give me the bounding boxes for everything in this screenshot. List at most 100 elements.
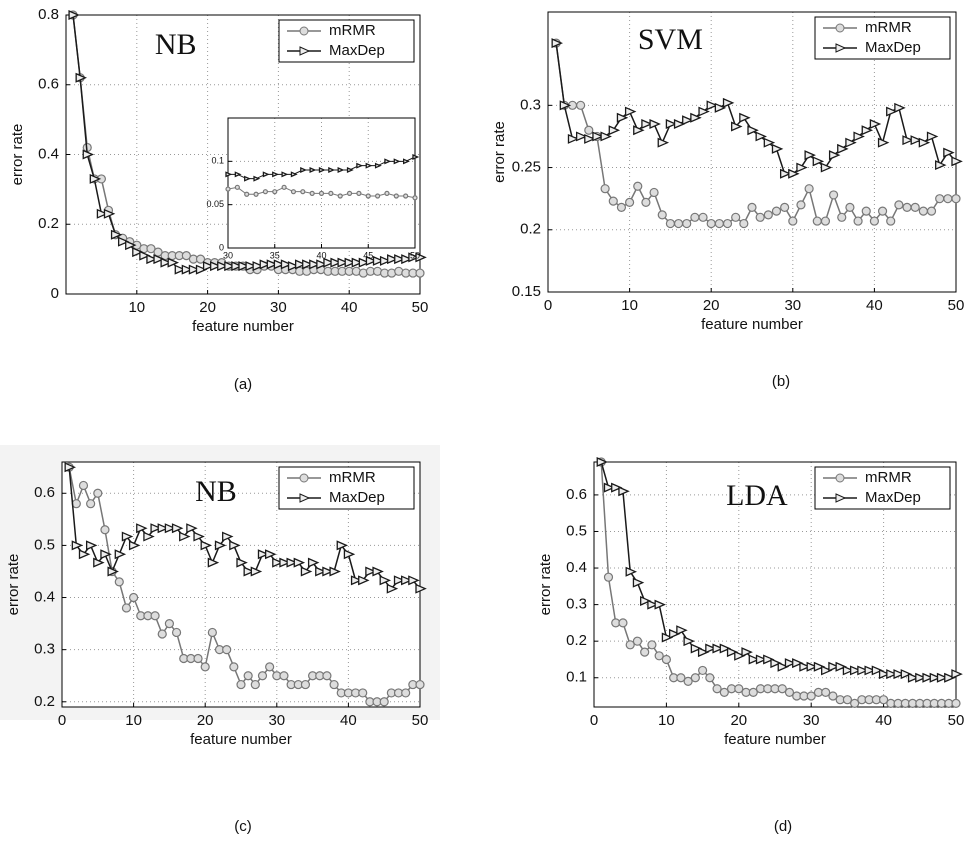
point [290, 171, 298, 178]
point [902, 202, 912, 212]
point [835, 661, 847, 672]
point [706, 100, 719, 111]
point [372, 566, 384, 577]
y-tick-label: 0.3 [566, 596, 587, 613]
point [253, 175, 261, 182]
y-tick-label: 0.4 [38, 145, 59, 162]
point [812, 156, 825, 167]
point [849, 665, 862, 676]
point [157, 523, 170, 534]
point [922, 672, 934, 683]
point [698, 212, 708, 222]
point [845, 202, 855, 212]
point [886, 216, 896, 226]
x-tick-label: 35 [270, 250, 280, 260]
point [559, 100, 572, 111]
point [393, 158, 401, 165]
legend-label: MaxDep [865, 489, 921, 506]
point [365, 566, 377, 577]
x-tick-label: 20 [730, 712, 747, 729]
point [584, 133, 596, 144]
y-tick-label: 0.4 [34, 589, 55, 606]
point [935, 160, 947, 171]
legend-label: MaxDep [329, 489, 385, 506]
point [222, 645, 232, 655]
point [676, 625, 688, 636]
legend-marker [299, 493, 311, 503]
point [309, 167, 317, 173]
point [649, 187, 659, 198]
x-tick-label: 50 [948, 297, 965, 314]
point [346, 167, 354, 173]
x-tick-label: 45 [363, 250, 373, 260]
point [236, 679, 246, 690]
point [857, 665, 869, 676]
y-tick-label: 0.5 [566, 522, 587, 539]
point [200, 662, 210, 672]
point [250, 679, 260, 690]
axes-frame [61, 461, 421, 708]
point [309, 190, 315, 196]
point [243, 566, 255, 577]
point [592, 131, 604, 142]
x-tick-label: 20 [199, 299, 216, 316]
point [575, 131, 588, 142]
point [273, 259, 286, 270]
point [281, 171, 289, 178]
point [806, 661, 819, 672]
legend-marker [299, 473, 309, 483]
point [618, 618, 628, 628]
point [346, 190, 353, 196]
y-tick-label: 0.25 [512, 159, 541, 176]
point [584, 125, 594, 135]
point [779, 168, 792, 179]
point [647, 599, 659, 610]
point [763, 137, 776, 148]
point [624, 197, 635, 207]
point [722, 218, 733, 229]
point [415, 583, 427, 594]
point [951, 194, 961, 204]
point [160, 257, 172, 268]
point [337, 167, 345, 173]
point [576, 100, 586, 110]
legend-label: MaxDep [865, 39, 921, 56]
point [171, 523, 184, 534]
point [784, 658, 797, 669]
point [845, 137, 857, 148]
point [705, 673, 715, 683]
point [150, 611, 160, 621]
point [408, 575, 420, 586]
point [926, 206, 937, 216]
point [259, 259, 272, 270]
point [157, 629, 167, 639]
point [71, 540, 84, 551]
point [318, 167, 326, 173]
point [309, 259, 321, 270]
point [640, 595, 652, 606]
point [384, 158, 392, 165]
point [951, 669, 963, 680]
y-tick-label: 0.15 [512, 283, 541, 300]
point [356, 190, 362, 196]
axes-frame [65, 14, 421, 295]
x-tick-label: 40 [866, 297, 883, 314]
x-tick-label: 30 [784, 297, 801, 314]
point [262, 189, 268, 195]
point [828, 691, 838, 701]
point [136, 523, 148, 534]
point [697, 665, 708, 676]
legend-label: MaxDep [329, 42, 385, 59]
point [167, 257, 180, 268]
point [698, 106, 710, 117]
legend-box [814, 466, 951, 510]
point [85, 540, 98, 551]
x-tick-label: 40 [316, 250, 326, 260]
legend-box [278, 466, 415, 510]
point [393, 575, 406, 586]
point [625, 640, 635, 650]
point [784, 687, 795, 697]
point [279, 671, 289, 681]
x-tick-label: 0 [58, 712, 66, 729]
point [777, 684, 787, 694]
